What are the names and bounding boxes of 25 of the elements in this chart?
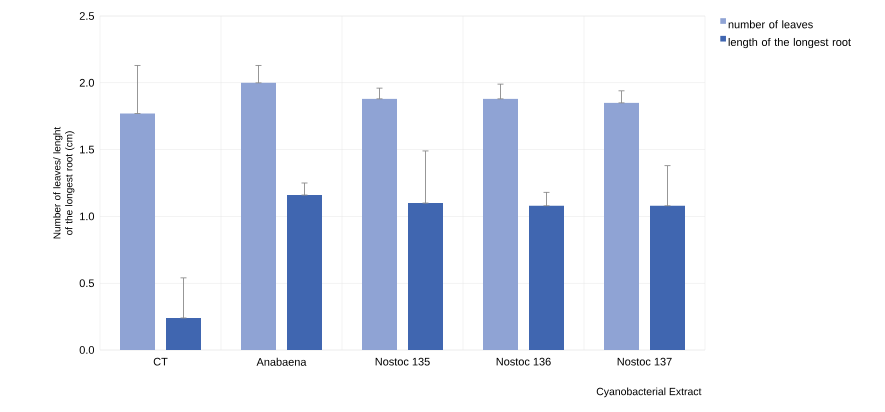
x-tick-label: Nostoc 136	[496, 358, 551, 366]
bar	[120, 114, 155, 350]
bar	[362, 98, 397, 350]
bar	[483, 98, 518, 350]
bar	[604, 102, 639, 350]
y-axis-title: Number of leaves/ lenght of the longest root (cm)	[53, 126, 74, 238]
bar	[166, 318, 201, 350]
y-tick-label: 0.5	[80, 279, 94, 288]
y-tick-label: 0.0	[80, 346, 94, 354]
legend-label: length of the longest root	[728, 38, 851, 48]
legend-label: number of leaves	[728, 20, 813, 28]
y-tick-label: 1.5	[80, 146, 94, 154]
bar	[650, 206, 685, 350]
bar	[241, 82, 276, 350]
x-tick-label: Anabaena	[256, 358, 306, 366]
y-tick-label: 1.0	[80, 212, 94, 220]
x-tick-label: Nostoc 137	[618, 358, 672, 366]
bar	[529, 206, 564, 350]
x-axis-title: Cyanobacterial Extract	[596, 388, 702, 398]
bar	[408, 203, 443, 350]
bar	[287, 195, 322, 350]
x-tick-label: CT	[154, 358, 168, 366]
y-tick-label: 2.5	[80, 12, 94, 20]
y-tick-label: 2.0	[80, 78, 94, 87]
x-tick-label: Nostoc 135	[376, 358, 430, 366]
